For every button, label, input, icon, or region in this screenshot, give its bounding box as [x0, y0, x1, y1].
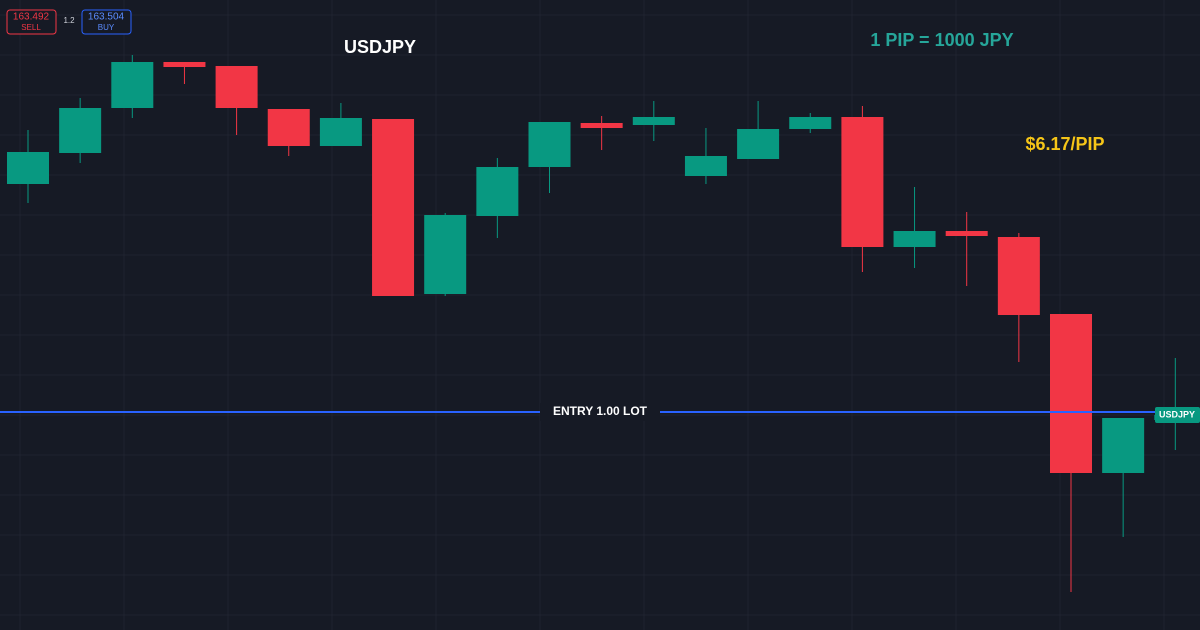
candle-body	[945, 231, 988, 236]
buy-price: 163.504	[88, 12, 125, 23]
entry-label-bg	[540, 403, 660, 421]
candle-body	[580, 123, 623, 128]
price-tag: USDJPY	[1159, 409, 1195, 419]
candle-body	[163, 62, 206, 67]
sell-label: SELL	[21, 23, 41, 32]
sell-button[interactable]	[6, 9, 57, 35]
candle-body	[424, 215, 467, 294]
quantity: 1.2	[63, 16, 75, 25]
candle-body	[737, 129, 780, 159]
candle-body	[1102, 418, 1145, 473]
price-tag-bg	[1155, 407, 1200, 423]
candle-body	[684, 156, 727, 176]
trade-panel: 163.492 SELL 1.2 163.504 BUY	[6, 9, 132, 35]
candle-body	[476, 167, 519, 216]
candle-body	[632, 117, 675, 125]
candle-body	[59, 108, 102, 153]
candle-body	[111, 62, 154, 108]
candle-body	[319, 118, 362, 146]
annotation: 1 PIP = 1000 JPY	[870, 30, 1013, 50]
overlay: ENTRY 1.00 LOT USDJPY	[0, 403, 1200, 423]
buy-button[interactable]	[81, 9, 132, 35]
candle-body	[997, 237, 1040, 315]
annotation: $6.17/PIP	[1025, 134, 1104, 154]
chart-title: USDJPY	[344, 37, 416, 57]
entry-label: ENTRY 1.00 LOT	[553, 404, 648, 418]
sell-price: 163.492	[13, 12, 50, 23]
candle-body	[215, 66, 258, 108]
buy-label: BUY	[98, 23, 115, 32]
candle-body	[528, 122, 571, 167]
candle-body	[267, 109, 310, 146]
candle-body	[841, 117, 884, 247]
candle-body	[893, 231, 936, 247]
candle-body	[372, 119, 415, 296]
candles	[7, 55, 1197, 592]
candle-body	[1050, 314, 1092, 473]
candle-body	[789, 117, 832, 129]
candle-body	[7, 152, 49, 184]
